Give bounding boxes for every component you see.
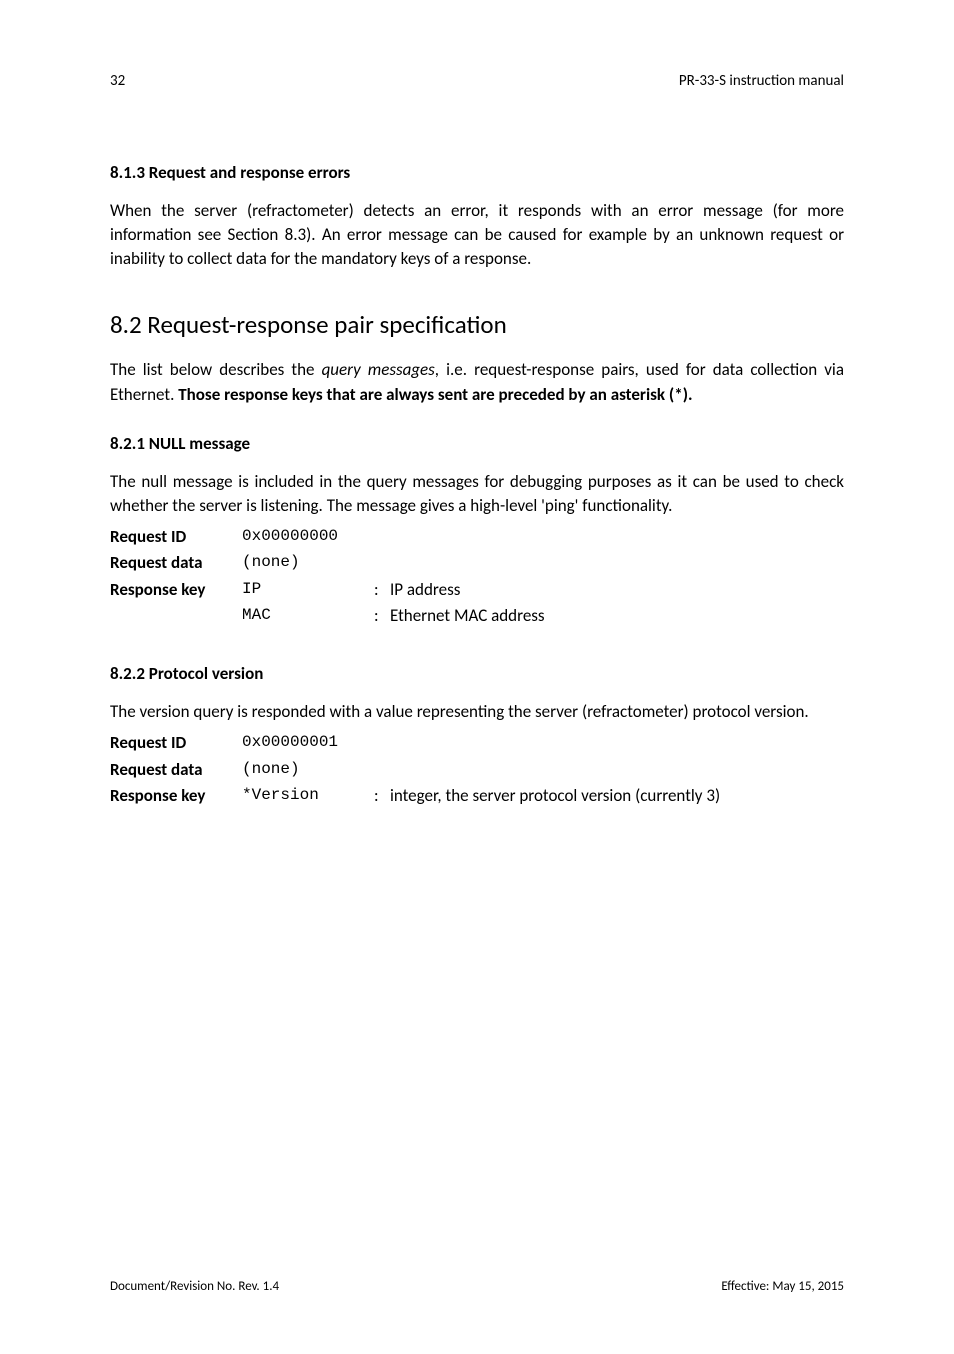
heading-813: 8.1.3 Request and response errors xyxy=(110,162,844,183)
resp-key-label: Response key xyxy=(110,577,242,603)
table-row: Request data (none) xyxy=(110,757,844,783)
resp-key-label: Response key xyxy=(110,783,242,809)
footer-right: Effective: May 15, 2015 xyxy=(721,1279,844,1294)
table-822: Request ID 0x00000001 Request data (none… xyxy=(110,730,844,809)
table-row: Request ID 0x00000000 xyxy=(110,524,844,550)
para-813: When the server (refractometer) detects … xyxy=(110,199,844,271)
heading-822: 8.2.2 Protocol version xyxy=(110,663,844,684)
resp-key1-key: IP xyxy=(242,577,374,603)
page-number: 32 xyxy=(110,72,125,90)
resp-key1-key: *Version xyxy=(242,783,374,809)
colon-sep: : xyxy=(374,783,390,809)
req-data-value: (none) xyxy=(242,550,374,576)
req-data-label: Request data xyxy=(110,550,242,576)
section-822: 8.2.2 Protocol version The version query… xyxy=(110,663,844,809)
table-row: Response key *Version : integer, the ser… xyxy=(110,783,844,809)
table-row: Request data (none) xyxy=(110,550,844,576)
resp-key1-desc: integer, the server protocol version (cu… xyxy=(390,783,844,809)
req-data-label: Request data xyxy=(110,757,242,783)
heading-821: 8.2.1 NULL message xyxy=(110,433,844,454)
colon-sep: : xyxy=(374,603,390,629)
para-82-bold: Those response keys that are always sent… xyxy=(178,384,692,405)
req-id-value: 0x00000001 xyxy=(242,730,374,756)
para-822: The version query is responded with a va… xyxy=(110,700,844,724)
table-row: MAC : Ethernet MAC address xyxy=(110,603,844,629)
req-id-value: 0x00000000 xyxy=(242,524,374,550)
section-813: 8.1.3 Request and response errors When t… xyxy=(110,162,844,271)
section-821: 8.2.1 NULL message The null message is i… xyxy=(110,433,844,630)
req-data-value: (none) xyxy=(242,757,374,783)
req-id-label: Request ID xyxy=(110,730,242,756)
para-82-em: query messages xyxy=(322,359,435,380)
table-row: Response key IP : IP address xyxy=(110,577,844,603)
resp-key2-key: MAC xyxy=(242,603,374,629)
footer-left: Document/Revision No. Rev. 1.4 xyxy=(110,1279,279,1294)
resp-key2-desc: Ethernet MAC address xyxy=(390,603,844,629)
para-821: The null message is included in the quer… xyxy=(110,470,844,518)
heading-82: 8.2 Request-response pair specification xyxy=(110,309,844,340)
doc-title: PR-33-S instruction manual xyxy=(679,72,844,90)
resp-key1-desc: IP address xyxy=(390,577,844,603)
page-footer: Document/Revision No. Rev. 1.4 Effective… xyxy=(110,1279,844,1294)
req-id-label: Request ID xyxy=(110,524,242,550)
colon-sep: : xyxy=(374,577,390,603)
para-82: The list below describes the query messa… xyxy=(110,358,844,406)
page-content: 8.1.3 Request and response errors When t… xyxy=(110,162,844,823)
blank-label xyxy=(110,603,242,629)
table-821: Request ID 0x00000000 Request data (none… xyxy=(110,524,844,629)
para-82-pre: The list below describes the xyxy=(110,359,322,380)
page-header: 32 PR-33-S instruction manual xyxy=(110,72,844,90)
table-row: Request ID 0x00000001 xyxy=(110,730,844,756)
